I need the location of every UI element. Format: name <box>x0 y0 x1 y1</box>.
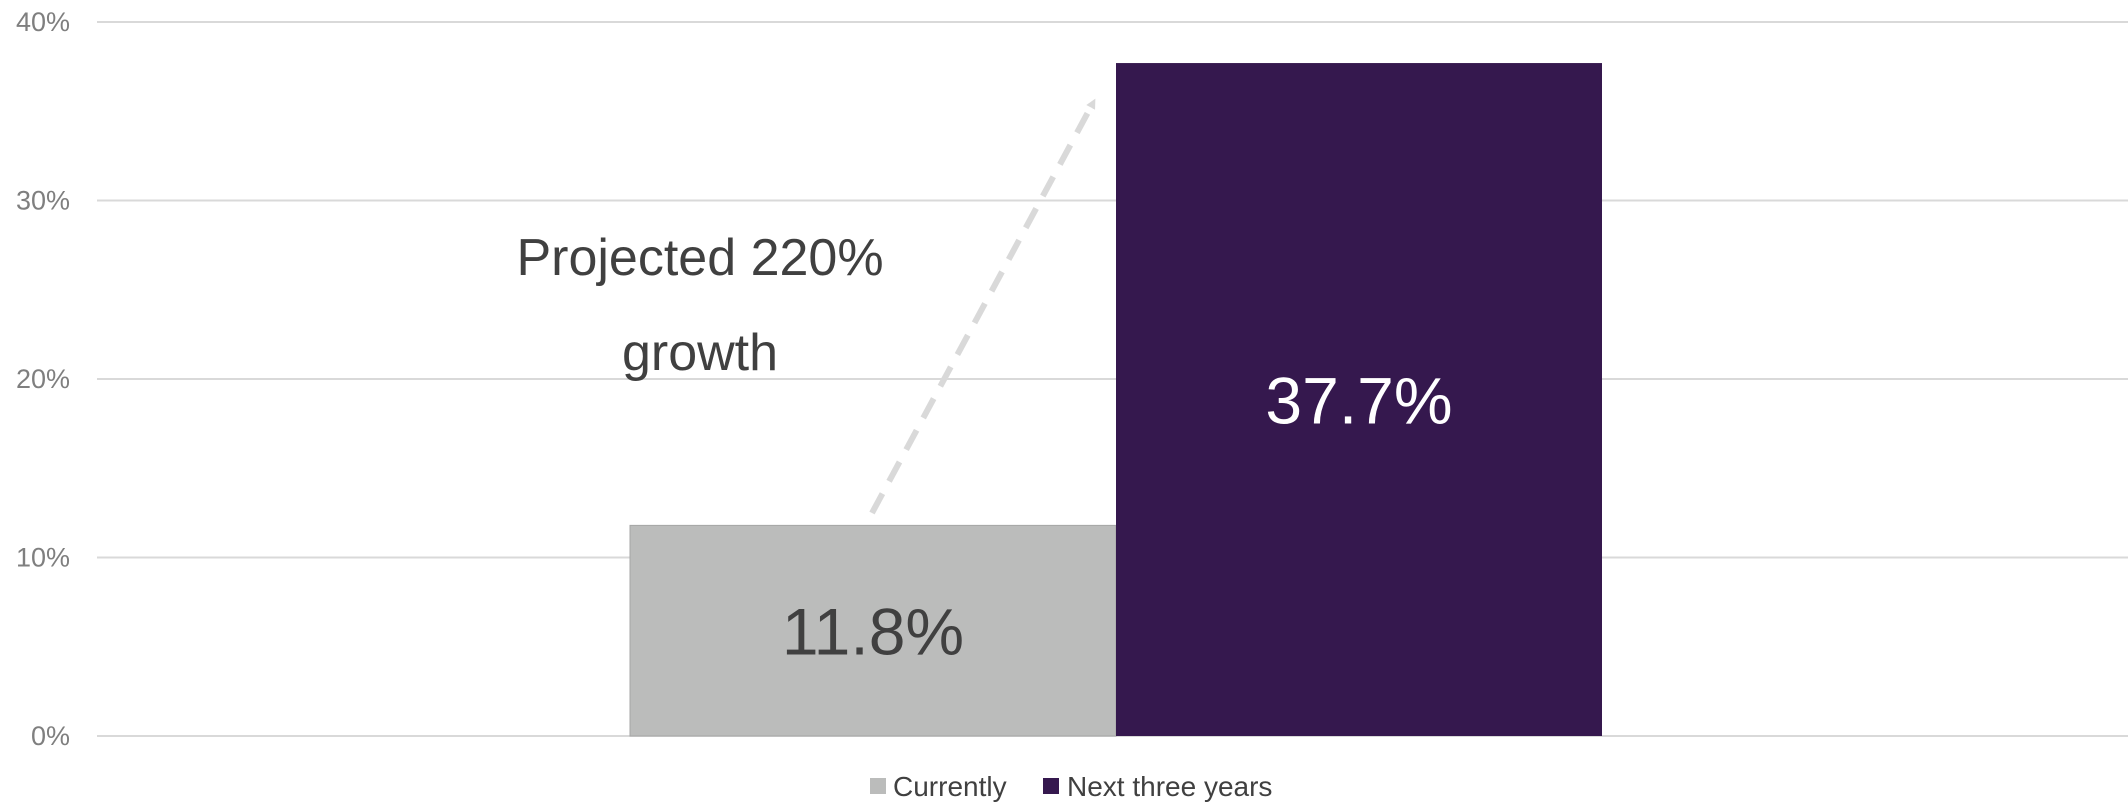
data-label-currently: 11.8% <box>782 595 964 669</box>
y-tick-label: 0% <box>31 721 70 751</box>
y-tick-label: 20% <box>16 364 70 394</box>
legend-label-next-three-years: Next three years <box>1067 771 1272 802</box>
legend: Currently Next three years <box>870 771 1272 802</box>
y-tick-label: 40% <box>16 7 70 37</box>
bar-currently <box>629 524 1117 737</box>
growth-arrow <box>869 98 1096 515</box>
legend-label-currently: Currently <box>893 771 1007 802</box>
y-tick-label: 30% <box>16 186 70 216</box>
y-tick-label: 10% <box>16 543 70 573</box>
bar-next-three-years <box>1116 63 1602 737</box>
legend-swatch-currently <box>870 778 886 794</box>
data-label-next-three-years: 37.7% <box>1265 364 1452 438</box>
annotation-line-2: growth <box>622 324 778 382</box>
legend-swatch-next-three-years <box>1043 778 1059 794</box>
annotation-line-1: Projected 220% <box>516 229 883 287</box>
